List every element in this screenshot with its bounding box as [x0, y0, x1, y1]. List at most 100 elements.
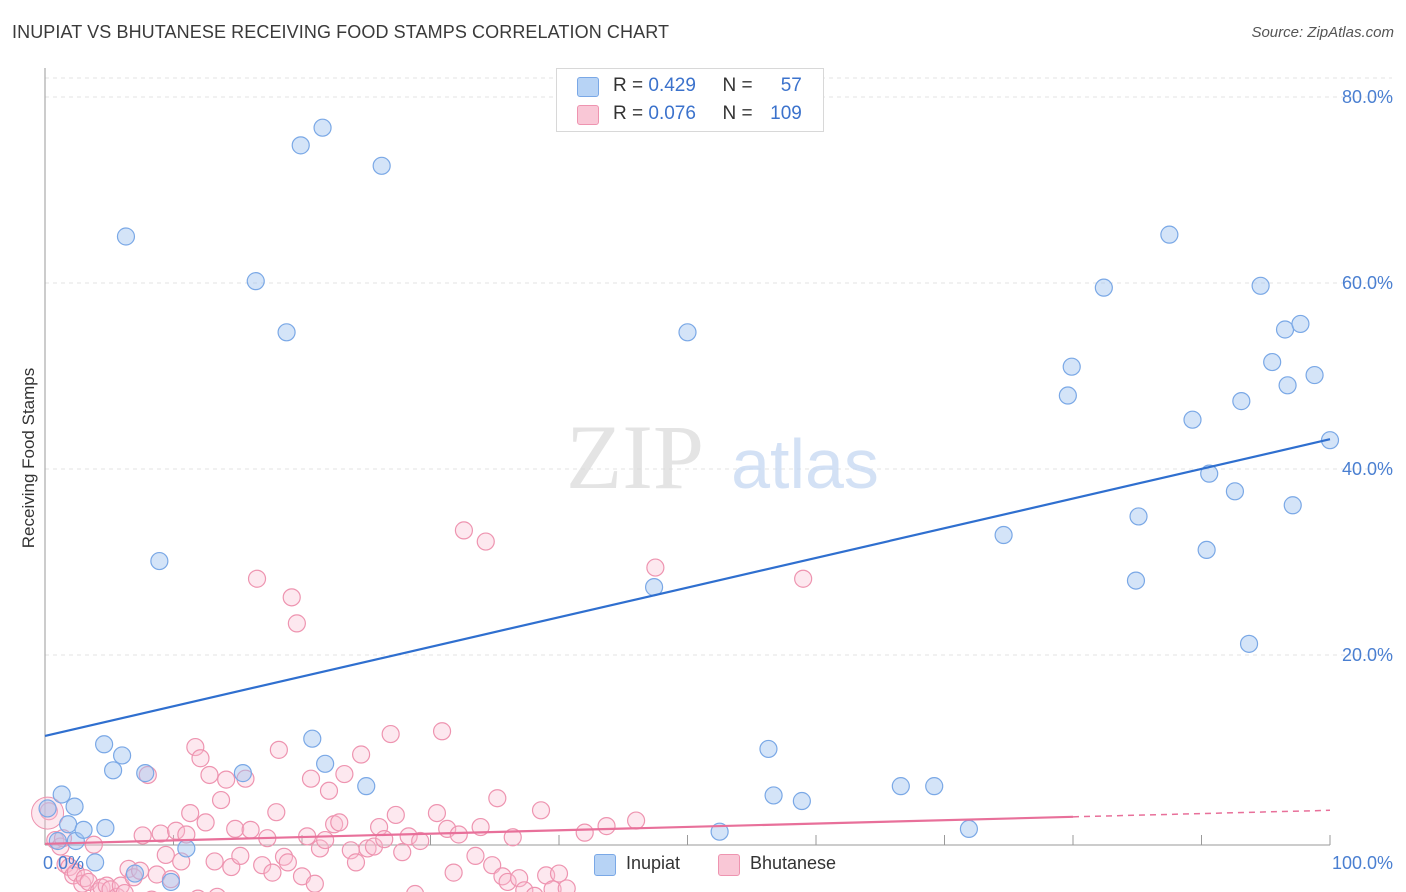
data-point-inupiat	[1232, 392, 1251, 411]
bottom-legend-swatch-inupiat	[594, 854, 616, 876]
data-point-bhutanese	[101, 880, 120, 892]
data-point-inupiat	[1251, 276, 1270, 295]
data-point-inupiat	[65, 797, 84, 816]
data-point-bhutanese	[66, 863, 85, 882]
legend-swatch-inupiat	[577, 77, 599, 97]
data-point-bhutanese	[267, 803, 286, 822]
data-point-bhutanese	[393, 843, 412, 862]
data-point-bhutanese	[503, 828, 522, 847]
y-tick-label: 20.0%	[1342, 645, 1393, 665]
trend-line-inupiat	[44, 438, 1331, 737]
data-point-bhutanese	[476, 532, 495, 551]
data-point-inupiat	[1129, 507, 1148, 526]
data-point-bhutanese	[626, 811, 646, 830]
data-point-inupiat	[994, 525, 1013, 545]
data-point-inupiat	[59, 815, 78, 834]
data-point-bhutanese	[186, 737, 205, 757]
data-point-bhutanese	[84, 835, 103, 854]
trend-line-bhutanese-extension	[1072, 809, 1331, 818]
data-point-bhutanese	[319, 781, 339, 800]
data-point-bhutanese	[278, 853, 297, 872]
data-point-bhutanese	[646, 558, 665, 577]
bottom-legend-label-inupiat: Inupiat	[626, 853, 681, 873]
data-point-bhutanese	[531, 801, 551, 820]
data-point-inupiat	[303, 729, 322, 748]
data-point-inupiat	[112, 746, 132, 765]
data-point-bhutanese	[375, 830, 394, 849]
data-point-bhutanese	[217, 770, 236, 789]
data-point-bhutanese	[138, 765, 157, 785]
data-point-inupiat	[357, 777, 376, 796]
data-point-bhutanese	[386, 805, 405, 825]
data-point-inupiat	[38, 799, 57, 818]
series-inupiat-points	[38, 118, 1340, 892]
data-point-bhutanese	[543, 880, 562, 892]
data-point-inupiat	[104, 761, 123, 780]
data-point-inupiat	[792, 791, 811, 811]
y-tick-label: 40.0%	[1342, 459, 1393, 479]
data-point-bhutanese	[231, 846, 250, 865]
data-point-bhutanese	[133, 826, 152, 845]
data-point-inupiat	[74, 820, 93, 839]
data-point-bhutanese	[411, 831, 430, 851]
data-point-bhutanese	[282, 588, 301, 607]
data-point-inupiat	[1263, 352, 1282, 372]
data-point-inupiat	[1275, 320, 1295, 339]
data-point-bhutanese	[156, 845, 175, 865]
data-point-bhutanese	[488, 789, 507, 808]
y-tick-label: 80.0%	[1342, 87, 1393, 107]
data-point-bhutanese	[335, 764, 354, 784]
data-point-inupiat	[95, 735, 114, 754]
data-point-inupiat	[48, 831, 67, 851]
data-point-bhutanese	[147, 865, 166, 884]
data-point-bhutanese	[181, 803, 200, 823]
data-point-inupiat	[372, 156, 391, 175]
data-point-inupiat	[1058, 386, 1077, 405]
data-point-bhutanese	[597, 817, 616, 836]
chart-source: Source: ZipAtlas.com	[1251, 24, 1394, 41]
bottom-legend-label-bhutanese: Bhutanese	[750, 853, 837, 873]
data-point-inupiat	[125, 864, 145, 883]
grid-lines	[45, 77, 1392, 656]
legend-r-label: R =	[613, 75, 649, 96]
data-point-inupiat	[246, 272, 265, 291]
data-point-bhutanese	[358, 839, 377, 858]
data-point-bhutanese	[253, 856, 272, 875]
data-point-bhutanese	[466, 846, 485, 865]
data-point-inupiat	[764, 786, 783, 805]
bottom-legend-swatch-bhutanese	[718, 854, 740, 876]
data-point-inupiat	[1283, 496, 1302, 515]
chart-title: INUPIAT VS BHUTANESE RECEIVING FOOD STAM…	[12, 22, 670, 42]
trend-lines	[44, 438, 1331, 845]
series-bhutanese-points	[31, 521, 813, 892]
data-point-inupiat	[233, 764, 252, 783]
data-point-inupiat	[1200, 464, 1219, 483]
legend: R = 0.429 N = 57 R = 0.076 N = 109	[556, 68, 824, 132]
data-point-bhutanese	[200, 765, 219, 785]
legend-n-label: N =	[722, 75, 758, 96]
data-point-inupiat	[291, 136, 310, 155]
data-point-inupiat	[759, 739, 778, 759]
data-point-bhutanese	[115, 883, 134, 892]
data-point-inupiat	[1225, 482, 1245, 501]
data-point-inupiat	[136, 764, 155, 783]
data-point-bhutanese	[316, 830, 335, 850]
legend-r-value: 0.429	[648, 75, 696, 96]
data-point-bhutanese	[269, 740, 288, 759]
data-point-inupiat	[52, 785, 71, 804]
data-point-bhutanese	[381, 724, 400, 744]
data-point-inupiat	[86, 853, 105, 872]
y-axis-label: Receiving Food Stamps	[19, 368, 38, 548]
data-point-bhutanese	[549, 864, 569, 883]
data-point-bhutanese	[406, 884, 424, 892]
data-point-bhutanese	[432, 722, 452, 741]
data-point-inupiat	[1183, 410, 1202, 429]
data-point-bhutanese	[205, 852, 224, 871]
data-point-bhutanese	[483, 856, 502, 875]
data-point-bhutanese	[346, 853, 366, 872]
data-point-bhutanese	[575, 823, 594, 842]
legend-n-label: N =	[722, 103, 758, 124]
data-point-bhutanese	[454, 521, 474, 540]
data-point-bhutanese	[444, 863, 463, 882]
data-point-bhutanese	[211, 790, 231, 810]
